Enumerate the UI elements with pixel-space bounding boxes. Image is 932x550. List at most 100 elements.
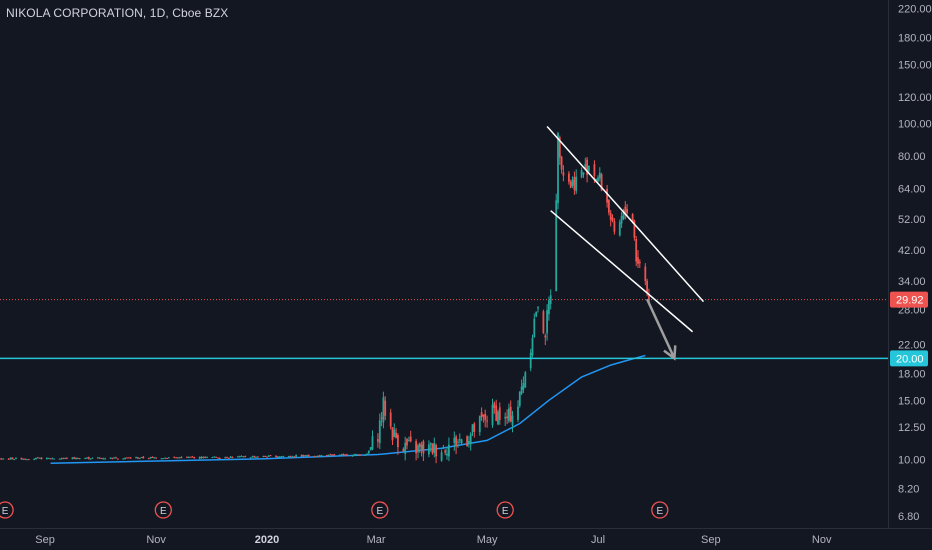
- candle-body: [382, 397, 385, 423]
- candle-body: [238, 456, 241, 458]
- candle-body: [7, 458, 10, 460]
- candle-body: [135, 457, 137, 459]
- candle-body: [153, 457, 156, 459]
- candle-body: [202, 456, 205, 458]
- price-tick-label: 120.00: [898, 92, 932, 104]
- candle-body: [124, 457, 126, 459]
- price-tick-label: 6.80: [898, 511, 919, 523]
- candle-body: [606, 188, 608, 203]
- candle-body: [404, 442, 407, 454]
- candle-body: [113, 457, 116, 459]
- candle-body: [22, 458, 25, 460]
- candle-body: [367, 450, 370, 454]
- candle-body: [255, 456, 257, 458]
- candle-body: [36, 457, 39, 459]
- time-tick-label: Nov: [146, 534, 166, 546]
- candle-body: [355, 454, 357, 455]
- candle-body: [569, 182, 572, 188]
- candle-body: [468, 441, 470, 444]
- candle-body: [509, 406, 512, 422]
- candle-body: [393, 429, 396, 437]
- candle-body: [307, 455, 310, 457]
- price-tick-label: 180.00: [898, 33, 932, 45]
- earnings-marker-icon[interactable]: [371, 501, 389, 519]
- candle-body: [26, 459, 28, 461]
- candle-body: [548, 300, 550, 315]
- candle-body: [13, 459, 16, 461]
- candle-body: [178, 457, 181, 459]
- candle-body: [440, 452, 443, 461]
- candle-body: [15, 457, 17, 459]
- price-tick-label: 42.00: [898, 245, 926, 257]
- candle-body: [524, 372, 527, 388]
- candle-body: [180, 457, 183, 458]
- candle-body: [377, 439, 379, 442]
- candle-body: [187, 457, 190, 459]
- candle-body: [253, 456, 256, 458]
- candle-body: [64, 457, 66, 459]
- drawings-layer[interactable]: [0, 125, 888, 361]
- candle-body: [342, 454, 345, 456]
- candle-body: [318, 455, 321, 457]
- candle-body: [453, 437, 456, 443]
- candle-body: [598, 172, 601, 179]
- candle-body: [257, 456, 259, 458]
- earnings-marker-icon[interactable]: [0, 501, 14, 519]
- earnings-marker-label: E: [160, 506, 167, 517]
- candle-body: [27, 459, 30, 461]
- price-tick-label: 150.00: [898, 59, 932, 71]
- candle-body: [435, 445, 437, 457]
- price-tick-label: 12.50: [898, 422, 926, 434]
- candle-body: [262, 456, 265, 457]
- candle-body: [338, 454, 341, 456]
- candle-body: [102, 458, 105, 460]
- candle-body: [0, 458, 1, 460]
- candle-body: [306, 455, 308, 457]
- earnings-marker-icon[interactable]: [651, 501, 669, 519]
- candle-body: [295, 455, 297, 457]
- candle-body: [117, 458, 119, 460]
- symbol-title[interactable]: NIKOLA CORPORATION, 1D, Cboe BZX: [6, 6, 229, 20]
- candle-body: [97, 457, 99, 459]
- candle-body: [122, 458, 125, 460]
- candle-body: [177, 457, 179, 459]
- earnings-marker-icon[interactable]: [154, 501, 172, 519]
- candle-body: [395, 432, 397, 438]
- trend-channel-lower[interactable]: [550, 210, 694, 333]
- price-tick-label: 8.20: [898, 484, 919, 496]
- candle-body: [542, 311, 545, 333]
- time-axis[interactable]: MayJulSepNov2020MarMayJulSepNov: [0, 528, 932, 547]
- candle-body: [511, 415, 514, 426]
- candle-body: [109, 457, 112, 459]
- candle-body: [237, 456, 239, 458]
- candle-body: [504, 416, 507, 419]
- candle-body: [495, 405, 498, 421]
- earnings-marker-icon[interactable]: [496, 501, 514, 519]
- projection-arrow[interactable]: [645, 298, 676, 359]
- candle-body: [173, 457, 176, 459]
- price-axis[interactable]: 220.00 180.00 150.00 120.00 100.00 80.00 64.00…: [888, 0, 932, 528]
- candle-body: [558, 137, 561, 158]
- candle-body: [537, 307, 539, 309]
- candle-body: [446, 453, 448, 456]
- price-tick-label: 18.00: [898, 369, 926, 381]
- candle-body: [35, 457, 37, 460]
- candle-body: [293, 456, 296, 458]
- candle-body: [562, 172, 565, 176]
- candle-body: [9, 457, 12, 460]
- candle-body: [75, 457, 77, 459]
- candle-body: [466, 436, 468, 446]
- candle-body: [264, 455, 267, 457]
- candle-body: [531, 337, 534, 356]
- candle-body: [58, 458, 61, 460]
- candle-body: [517, 406, 519, 420]
- trend-channel-upper[interactable]: [546, 125, 705, 303]
- candle-body: [147, 458, 150, 460]
- candle-body: [418, 443, 421, 447]
- candle-body: [215, 456, 217, 458]
- candle-body: [149, 457, 152, 459]
- candle-body: [73, 457, 76, 459]
- candle-body: [371, 436, 374, 450]
- support-price-label: 20.00: [896, 353, 924, 365]
